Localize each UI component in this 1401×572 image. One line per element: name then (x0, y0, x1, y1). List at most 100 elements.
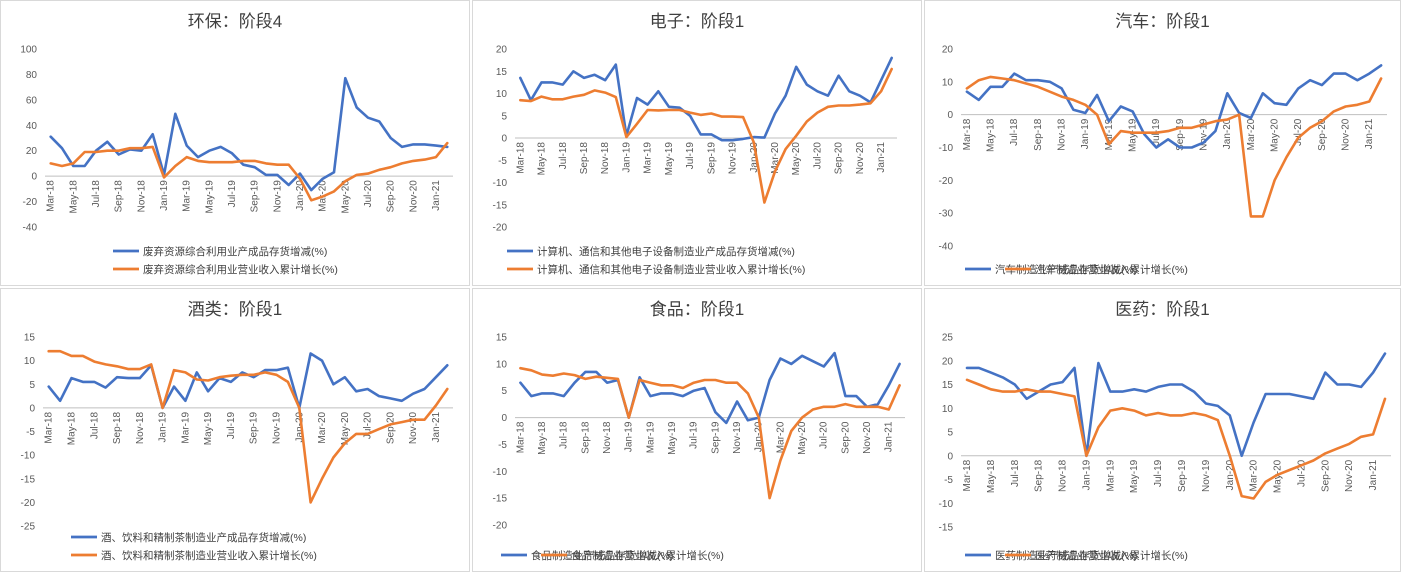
legend-item-2: 汽车制造业营业收入累计增长(%) (1005, 263, 1188, 276)
x-tick-label: Jan-20 (1225, 459, 1236, 490)
y-tick-label: 15 (496, 67, 508, 78)
series-line-1 (49, 76, 449, 192)
x-tick-label: Jan-19 (1081, 459, 1092, 490)
y-tick-label: 20 (942, 45, 954, 56)
y-tick-label: -15 (939, 523, 954, 534)
y-tick-label: 40 (26, 121, 38, 132)
x-tick-label: Jan-20 (295, 180, 306, 211)
y-tick-label: 10 (496, 359, 508, 370)
y-tick-label: -20 (23, 197, 38, 208)
x-tick-label: Mar-18 (962, 459, 973, 491)
x-tick-label: Mar-19 (182, 180, 193, 212)
x-tick-label: Nov-20 (1341, 118, 1352, 151)
x-tick-label: Sep-19 (710, 421, 721, 454)
legend-label: 汽车制造业营业收入累计增长(%) (1035, 263, 1188, 276)
x-tick-label: Sep-20 (840, 421, 851, 454)
y-tick-label: 0 (501, 134, 507, 145)
y-tick-label: -10 (939, 143, 954, 154)
x-tick-label: Sep-18 (1033, 118, 1044, 151)
chart-panel-3: 汽车：阶段1 -40 -30 -20 -10 0 10 20 Mar-18 May-18 Jul-1… (924, 0, 1401, 286)
legend-label: 食品制造业产成品存货增减(%) (531, 549, 673, 562)
legend-label: 酒、饮料和精制茶制造业营业收入累计增长(%) (101, 549, 317, 562)
x-tick-label: Jul-20 (812, 142, 823, 170)
y-tick-label: -15 (493, 494, 508, 505)
chart-title: 环保：阶段4 (187, 12, 283, 31)
y-tick-label: 100 (20, 45, 37, 56)
x-tick-label: Mar-19 (180, 411, 191, 443)
x-tick-label: May-18 (986, 118, 997, 152)
y-tick-label: 15 (496, 333, 508, 344)
legend-label: 计算机、通信和其他电子设备制造业产成品存货增减(%) (537, 245, 795, 258)
legend-label: 废弃资源综合利用业营业收入累计增长(%) (143, 263, 338, 276)
x-tick-label: Jul-18 (1010, 459, 1021, 487)
x-tick-label: Mar-20 (1249, 459, 1260, 491)
y-tick-label: -15 (21, 474, 36, 485)
y-tick-label: -5 (26, 427, 35, 438)
y-tick-label: 20 (496, 45, 508, 56)
x-tick-label: May-19 (667, 421, 678, 455)
chart-title: 电子：阶段1 (649, 12, 745, 31)
x-tick-label: Jan-20 (754, 421, 765, 452)
x-tick-label: Nov-20 (862, 421, 873, 454)
x-tick-label: Jul-18 (558, 142, 569, 170)
x-tick-label: Sep-19 (706, 142, 717, 175)
x-tick-label: May-20 (797, 421, 808, 455)
x-tick-label: Sep-19 (250, 180, 261, 213)
chart-svg: -40 -20 0 20 40 60 80 100 Mar-18 May-18 Jul-18 Sep-… (20, 45, 453, 276)
x-tick-label: Nov-19 (1201, 459, 1212, 492)
x-tick-label: Jan-19 (1080, 118, 1091, 149)
x-tick-label: Nov-18 (1058, 459, 1069, 492)
chart-panel-2: 电子：阶段1 -20 -15 -10 -5 0 5 10 15 20 Mar-18 May-18 Jul… (472, 0, 922, 286)
y-tick-label: -15 (493, 200, 508, 211)
x-tick-label: Nov-19 (728, 142, 739, 175)
series-line-2 (519, 366, 901, 500)
y-tick-label: -40 (23, 223, 38, 234)
x-tick-label: Nov-18 (600, 142, 611, 175)
x-tick-label: May-18 (66, 411, 77, 445)
y-tick-label: -10 (21, 451, 36, 462)
x-tick-label: Nov-20 (855, 142, 866, 175)
y-tick-label: 5 (29, 380, 35, 391)
x-tick-label: Jan-19 (159, 180, 170, 211)
x-tick-label: May-19 (203, 411, 214, 445)
x-tick-label: Mar-19 (645, 421, 656, 453)
chart-title: 食品：阶段1 (649, 300, 745, 319)
x-tick-label: Nov-18 (136, 180, 147, 213)
series-line-2 (965, 378, 1387, 500)
x-tick-label: May-19 (664, 142, 675, 176)
chart-panel-1: 环保：阶段4 -40 -20 0 20 40 60 80 100 Mar-18 May-18 Jul-… (0, 0, 470, 286)
series-line-1 (519, 351, 901, 425)
x-tick-label: May-20 (340, 180, 351, 214)
x-tick-label: Jul-19 (226, 411, 237, 439)
x-tick-label: Sep-19 (249, 411, 260, 444)
x-tick-label: Mar-18 (46, 180, 57, 212)
x-tick-label: Mar-20 (1246, 118, 1257, 150)
x-tick-label: May-18 (537, 142, 548, 176)
x-tick-label: May-18 (986, 459, 997, 493)
x-tick-label: Jul-20 (363, 411, 374, 439)
y-tick-label: 80 (26, 70, 38, 81)
y-tick-label: 60 (26, 95, 38, 106)
legend-label: 计算机、通信和其他电子设备制造业营业收入累计增长(%) (537, 263, 805, 276)
legend-item-1: 酒、饮料和精制茶制造业产成品存货增减(%) (71, 531, 306, 544)
x-tick-label: Mar-19 (1104, 118, 1115, 150)
legend-item-1: 计算机、通信和其他电子设备制造业产成品存货增减(%) (507, 245, 795, 258)
x-tick-label: May-19 (204, 180, 215, 214)
x-tick-label: Jan-21 (884, 421, 895, 452)
x-tick-label: Jan-20 (1222, 118, 1233, 149)
series-line-1 (965, 352, 1387, 458)
x-tick-label: May-20 (1270, 118, 1281, 152)
y-tick-label: -40 (939, 242, 954, 253)
y-tick-label: -5 (498, 156, 507, 167)
y-tick-label: 5 (947, 428, 953, 439)
x-tick-label: Sep-20 (834, 142, 845, 175)
y-tick-label: 10 (496, 89, 508, 100)
x-tick-label: Jul-19 (1153, 459, 1164, 487)
y-tick-label: 10 (942, 404, 954, 415)
legend-label: 医药制造业产成品存货增减(%) (995, 549, 1137, 562)
y-tick-label: -25 (21, 522, 36, 533)
y-tick-label: -5 (498, 440, 507, 451)
x-tick-label: May-18 (68, 180, 79, 214)
series-line-1 (518, 56, 894, 142)
